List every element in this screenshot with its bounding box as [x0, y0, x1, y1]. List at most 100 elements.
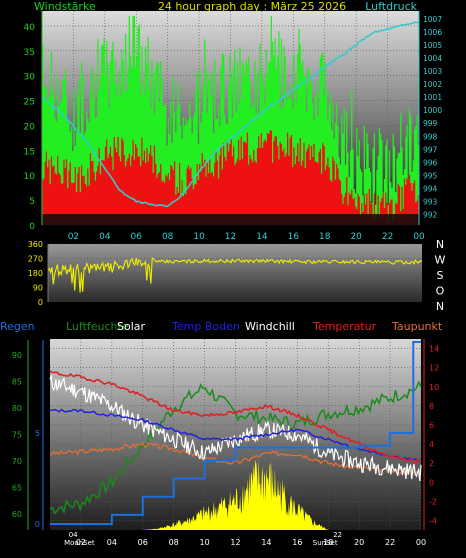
temp-x-tick-label: 00 [416, 538, 426, 547]
humidity-tick-label: 70 [12, 457, 22, 466]
wind-x-tick-label: 12 [225, 232, 236, 242]
humidity-tick-label: 60 [12, 510, 22, 519]
sunset-annotation: SunSet [313, 539, 338, 547]
legend-entry: Regen [0, 320, 35, 333]
pressure-tick-label: 992 [423, 211, 438, 220]
direction-compass-label: W [435, 254, 446, 267]
temp-tick-label: 4 [429, 440, 434, 449]
wind-x-tick-label: 10 [193, 232, 205, 242]
direction-compass-label: S [437, 269, 444, 282]
pressure-tick-label: 1002 [423, 80, 442, 89]
legend-entry: Temperatur [312, 320, 377, 333]
direction-compass-label: O [436, 285, 445, 298]
temperature-series [49, 370, 422, 464]
temp-tick-label: -4 [429, 516, 437, 525]
moonset-annotation: MoonSet [64, 539, 95, 547]
pressure-tick-label: 999 [423, 119, 438, 128]
wind-tick-label: 25 [24, 98, 35, 108]
direction-grid [48, 243, 422, 303]
temp-x-tick-label: 22 [385, 538, 395, 547]
rain-tick-label: 5 [35, 429, 40, 438]
direction-compass-label: N [436, 238, 444, 251]
wind-x-tick-label: 06 [131, 232, 143, 242]
pressure-tick-label: 1003 [423, 67, 442, 76]
direction-tick-label: 270 [28, 255, 43, 264]
direction-tick-label: 180 [28, 269, 43, 278]
temp-x-tick-label: 20 [354, 538, 364, 547]
temp-tick-label: 10 [429, 383, 439, 392]
wind-x-tick-label: 02 [68, 232, 79, 242]
temp-tick-label: 12 [429, 364, 439, 373]
temp-tick-label: -2 [429, 497, 437, 506]
temperature-series [49, 341, 422, 530]
pressure-tick-label: 993 [423, 198, 438, 207]
wind-x-tick-label: 00 [413, 232, 425, 242]
temp-tick-label: 14 [429, 345, 439, 354]
legend-entry: Windchill [245, 320, 295, 333]
chart-title: 24 hour graph day : März 25 2026 [158, 0, 346, 13]
wind-series [41, 16, 420, 225]
sunset-time-annotation: 22 [333, 531, 342, 539]
wind-tick-label: 35 [24, 48, 35, 58]
wind-x-tick-label: 18 [319, 232, 331, 242]
legend-entry: Luftfeuchte [66, 320, 129, 333]
humidity-tick-label: 90 [12, 351, 22, 360]
wind-axis-title: Windstärke [34, 0, 96, 13]
temp-x-tick-label: 16 [292, 538, 302, 547]
wind-calm-band [42, 214, 419, 225]
temp-tick-label: 8 [429, 402, 434, 411]
temp-tick-label: 2 [429, 459, 434, 468]
wind-tick-label: 0 [29, 222, 35, 232]
humidity-tick-label: 80 [12, 404, 22, 413]
pressure-tick-label: 1005 [423, 41, 442, 50]
pressure-tick-label: 994 [423, 184, 438, 193]
wind-x-tick-label: 14 [256, 232, 268, 242]
temperature-grid [50, 339, 422, 530]
wind-tick-label: 20 [24, 122, 36, 132]
wind-x-tick-label: 08 [162, 232, 174, 242]
solar-series [142, 459, 329, 530]
pressure-tick-label: 995 [423, 171, 438, 180]
humidity-tick-label: 75 [12, 431, 22, 440]
temp-x-tick-label: 10 [199, 538, 209, 547]
direction-tick-label: 0 [38, 298, 43, 307]
temp-tick-label: 6 [429, 421, 434, 430]
temp-tick-label: 0 [429, 478, 434, 487]
wind-tick-label: 10 [24, 172, 36, 182]
humidity-tick-label: 65 [12, 484, 22, 493]
pressure-axis-title: Luftdruck [365, 0, 417, 13]
wind-tick-label: 15 [24, 147, 35, 157]
pressure-tick-label: 1006 [423, 28, 442, 37]
pressure-tick-label: 1000 [423, 106, 442, 115]
temp-x-tick-label: 06 [138, 538, 148, 547]
direction-tick-label: 360 [28, 240, 43, 249]
pressure-tick-label: 998 [423, 132, 438, 141]
pressure-tick-label: 1001 [423, 93, 442, 102]
legend-entry: Temp Boden [171, 320, 240, 333]
temp-x-tick-label: 08 [169, 538, 179, 547]
pressure-tick-label: 1007 [423, 15, 442, 24]
wind-x-tick-label: 04 [99, 232, 111, 242]
wind-tick-label: 30 [24, 73, 36, 83]
rain-series [50, 341, 421, 525]
moonset-time-annotation: 04 [69, 531, 78, 539]
humidity-series [49, 380, 422, 515]
windchill-series [49, 375, 422, 482]
direction-compass-label: N [436, 300, 444, 313]
direction-tick-label: 90 [33, 284, 43, 293]
rain-tick-label: 0 [35, 520, 40, 529]
wind-x-tick-label: 22 [382, 232, 393, 242]
direction-series [47, 257, 423, 293]
temp-x-tick-label: 14 [261, 538, 271, 547]
temp-x-tick-label: 04 [107, 538, 117, 547]
temp-x-tick-label: 12 [230, 538, 240, 547]
wind-x-tick-label: 20 [350, 232, 362, 242]
legend-entry: Taupunkt [391, 320, 443, 333]
wind-tick-label: 5 [29, 197, 35, 207]
pressure-tick-label: 996 [423, 158, 438, 167]
temp-x-tick-label: 18 [323, 538, 333, 547]
